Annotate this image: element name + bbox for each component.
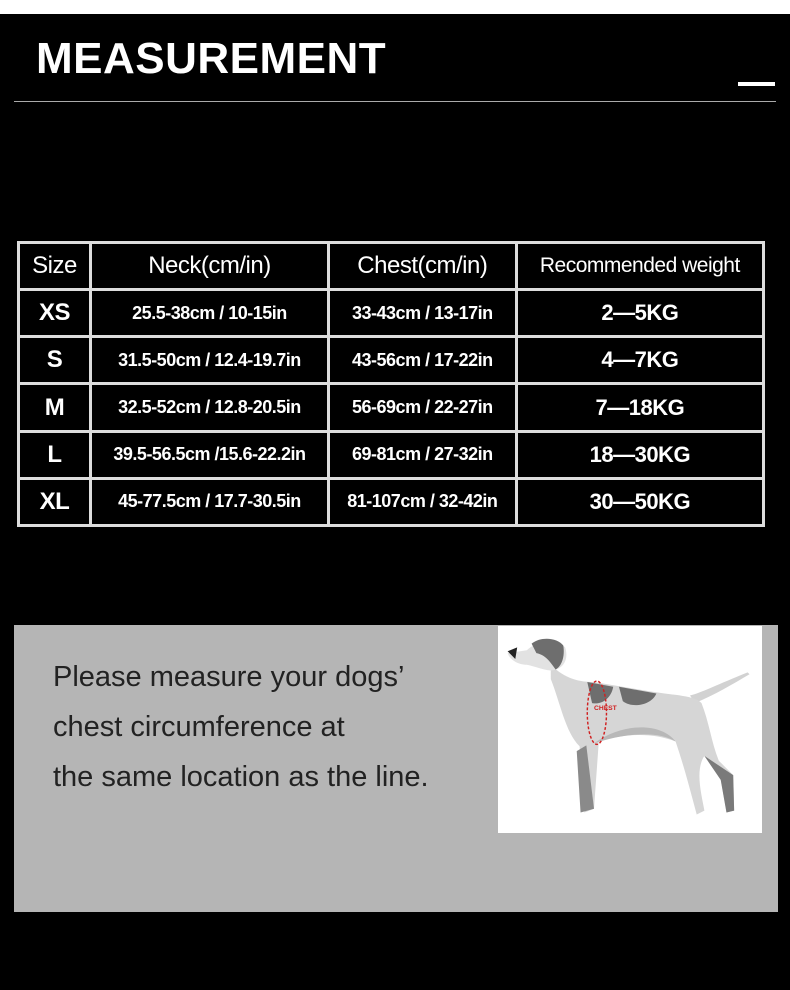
chest-cell: 81-107cm / 32-42in <box>326 476 518 528</box>
instruction-text: Please measure your dogs’ chest circumfe… <box>53 652 429 802</box>
weight-cell: 4—7KG <box>514 335 766 386</box>
size-cell: L <box>17 429 92 480</box>
header-neck: Neck(cm/in) <box>89 240 330 292</box>
table-row: M 32.5-52cm / 12.8-20.5in 56-69cm / 22-2… <box>17 382 766 433</box>
table-header: Size Neck(cm/in) Chest(cm/in) Recommende… <box>17 240 766 292</box>
chest-cell: 69-81cm / 27-32in <box>326 429 518 480</box>
chest-cell: 56-69cm / 22-27in <box>326 382 518 433</box>
table-row: L 39.5-56.5cm /15.6-22.2in 69-81cm / 27-… <box>17 429 766 480</box>
neck-cell: 31.5-50cm / 12.4-19.7in <box>89 335 330 386</box>
weight-cell: 30—50KG <box>514 476 766 528</box>
weight-cell: 7—18KG <box>514 382 766 433</box>
instruction-line: Please measure your dogs’ <box>53 661 405 693</box>
neck-cell: 39.5-56.5cm /15.6-22.2in <box>89 429 330 480</box>
chest-measure-loop <box>586 680 608 746</box>
neck-cell: 25.5-38cm / 10-15in <box>89 288 330 339</box>
size-chart: Size Neck(cm/in) Chest(cm/in) Recommende… <box>17 240 766 528</box>
table-row: XL 45-77.5cm / 17.7-30.5in 81-107cm / 32… <box>17 476 766 528</box>
neck-cell: 45-77.5cm / 17.7-30.5in <box>89 476 330 528</box>
chest-cell: 33-43cm / 13-17in <box>326 288 518 339</box>
weight-cell: 2—5KG <box>514 288 766 339</box>
size-cell: XS <box>17 288 92 339</box>
divider <box>14 101 776 102</box>
size-cell: M <box>17 382 92 433</box>
page-title: MEASUREMENT <box>36 34 387 83</box>
dog-diagram: CHEST <box>498 626 762 833</box>
chest-label: CHEST <box>594 705 618 712</box>
dog-illustration: CHEST <box>507 638 750 815</box>
instruction-line: chest circumference at <box>53 711 345 743</box>
chest-cell: 43-56cm / 17-22in <box>326 335 518 386</box>
header-size: Size <box>17 240 92 292</box>
header-dash <box>738 82 775 86</box>
size-cell: S <box>17 335 92 386</box>
table-row: XS 25.5-38cm / 10-15in 33-43cm / 13-17in… <box>17 288 766 339</box>
size-cell: XL <box>17 476 92 528</box>
header-weight: Recommended weight <box>514 240 766 292</box>
header-chest: Chest(cm/in) <box>326 240 518 292</box>
neck-cell: 32.5-52cm / 12.8-20.5in <box>89 382 330 433</box>
instruction-line: the same location as the line. <box>53 761 429 793</box>
table-row: S 31.5-50cm / 12.4-19.7in 43-56cm / 17-2… <box>17 335 766 386</box>
weight-cell: 18—30KG <box>514 429 766 480</box>
